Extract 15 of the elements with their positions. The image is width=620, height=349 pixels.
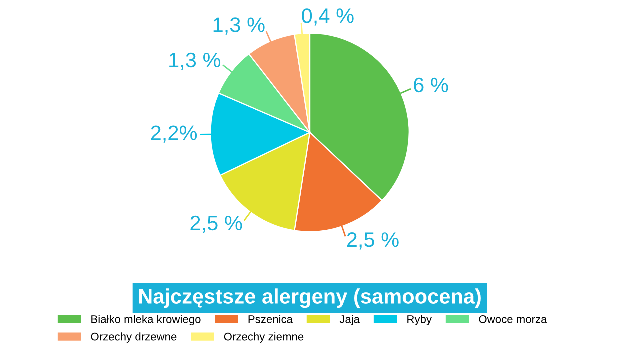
data-label: 2,5 % bbox=[190, 216, 242, 234]
text: Najczęstsze alergeny (samoocena) bbox=[139, 288, 481, 308]
data-label: 6 % bbox=[414, 78, 448, 93]
legend-label: Ryby bbox=[408, 315, 432, 326]
data-label: 1,3 % bbox=[170, 52, 221, 70]
legend-label: Jaja bbox=[340, 315, 360, 326]
data-label: 2,2% bbox=[151, 126, 198, 143]
data-label: 0,4 % bbox=[302, 8, 354, 26]
legend-label: Pszenica bbox=[248, 315, 293, 324]
data-label: 2,5 % bbox=[347, 232, 399, 250]
legend-label: Owoce morza bbox=[479, 315, 548, 324]
legend-label: Białko mleka krowiego bbox=[92, 315, 201, 326]
legend-label: Orzechy ziemne bbox=[224, 332, 304, 343]
legend-label: Orzechy drzewne bbox=[91, 332, 177, 343]
data-label: 1,3 % bbox=[214, 18, 265, 35]
